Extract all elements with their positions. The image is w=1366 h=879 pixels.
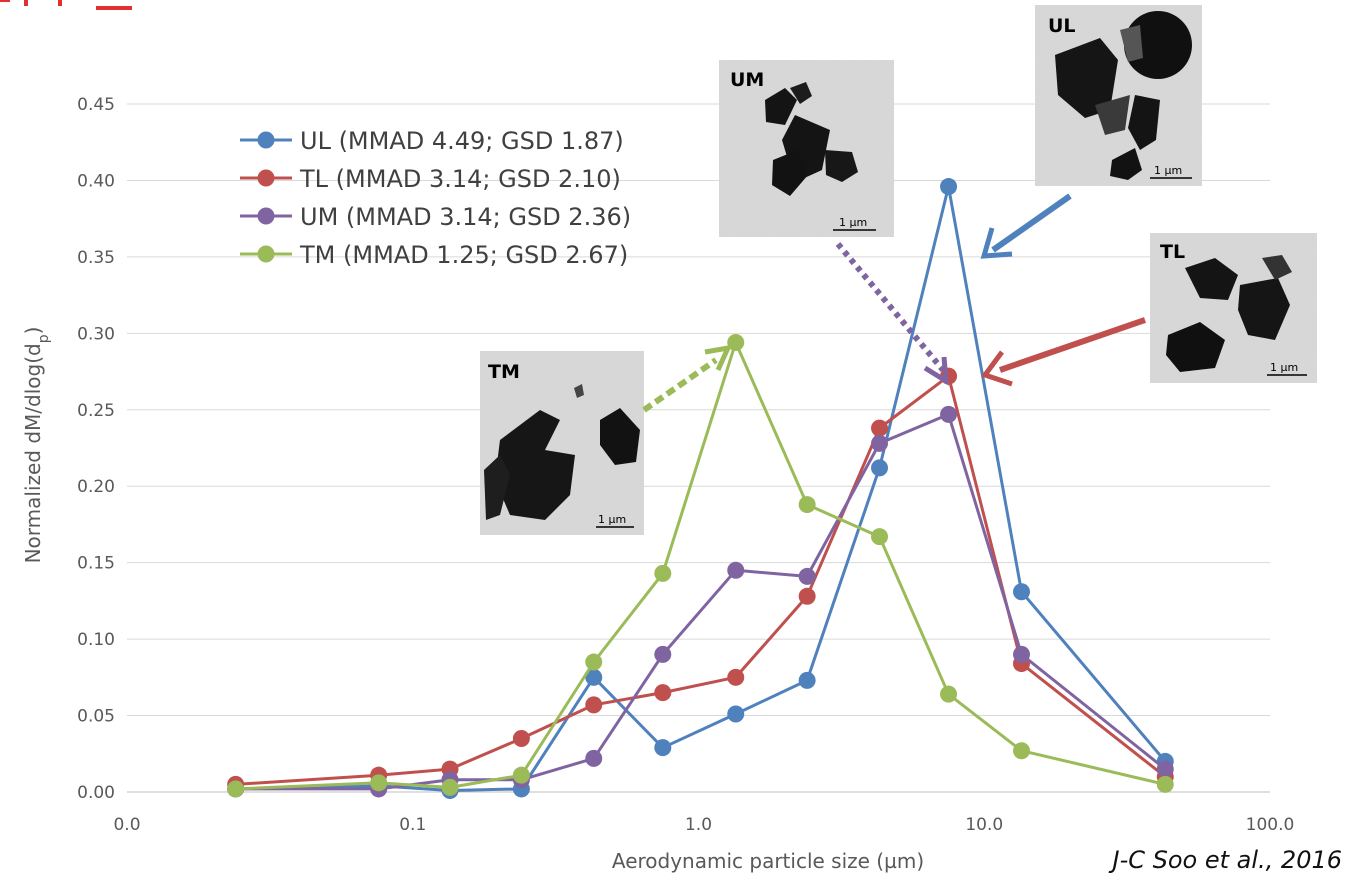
y-tick-label: 0.20 [77, 477, 115, 497]
tem-image-um: UM 1 µm [719, 60, 894, 237]
legend-marker [257, 131, 275, 149]
legend-marker [257, 169, 275, 187]
data-point [441, 778, 459, 796]
pointer-arrows [642, 193, 1146, 413]
y-tick-label: 0.05 [77, 707, 115, 727]
scale-bar-tl: 1 µm [1270, 361, 1298, 374]
data-point [1012, 583, 1030, 601]
legend-marker [257, 207, 275, 225]
data-point [727, 334, 745, 352]
x-tick-label: 100.0 [1246, 815, 1295, 835]
x-tick-label: 0.1 [399, 815, 426, 835]
series-line [235, 185, 1167, 792]
gridlines [127, 103, 1270, 793]
citation: J-C Soo et al., 2016 [1109, 846, 1343, 874]
data-point [940, 685, 958, 703]
data-point [798, 671, 816, 689]
tem-label-um: UM [730, 69, 764, 91]
data-point [940, 405, 958, 423]
data-point [871, 434, 889, 452]
x-tick-label: 10.0 [965, 815, 1003, 835]
data-point [654, 645, 672, 663]
data-point [798, 587, 816, 605]
y-tick-label: 0.45 [77, 95, 115, 115]
arrow-ul [991, 193, 1072, 253]
data-point [1156, 760, 1174, 778]
y-tick-label: 0.35 [77, 248, 115, 268]
series-3 [227, 334, 1174, 798]
data-point [585, 749, 603, 767]
data-point [1156, 775, 1174, 793]
arrow-tm [642, 357, 718, 413]
data-point [654, 684, 672, 702]
y-axis-ticks: 0.00 0.05 0.10 0.15 0.20 0.25 0.30 0.35 0.40 0.45 [77, 95, 115, 803]
x-tick-label: 0.0 [113, 815, 140, 835]
data-point [1012, 742, 1030, 760]
data-point [654, 564, 672, 582]
scale-bar-tm: 1 µm [598, 513, 626, 526]
scale-bar-um: 1 µm [839, 216, 867, 229]
data-point [727, 561, 745, 579]
legend-entry-label: UM (MMAD 3.14; GSD 2.36) [300, 203, 631, 231]
data-point [227, 780, 245, 798]
tem-image-ul: UL 1 µm [1035, 5, 1202, 186]
y-tick-label: 0.30 [77, 324, 115, 344]
data-point [727, 668, 745, 686]
data-point [370, 774, 388, 792]
legend-marker [257, 245, 275, 263]
data-point [654, 739, 672, 757]
y-axis-title-sub: p [36, 334, 52, 343]
legend-entry-label: UL (MMAD 4.49; GSD 1.87) [300, 127, 624, 155]
tem-image-tm: TM 1 µm [480, 351, 644, 535]
legend: UL (MMAD 4.49; GSD 1.87) TL (MMAD 3.14; G… [240, 127, 631, 269]
legend-entry-label: TL (MMAD 3.14; GSD 2.10) [299, 165, 621, 193]
y-tick-label: 0.25 [77, 401, 115, 421]
x-axis-title: Aerodynamic particle size (µm) [612, 849, 924, 873]
y-axis-title-main: Normalized dM/dlog(d [21, 343, 45, 563]
x-tick-label: 1.0 [685, 815, 712, 835]
y-axis-title-close: ) [21, 327, 45, 335]
tem-label-ul: UL [1048, 15, 1076, 37]
data-point [871, 419, 889, 437]
data-point [798, 567, 816, 585]
header-remnant [0, 0, 132, 10]
data-point [512, 729, 530, 747]
tem-label-tm: TM [488, 361, 520, 383]
data-point [585, 668, 603, 686]
tem-label-tl: TL [1160, 241, 1185, 263]
y-tick-label: 0.10 [77, 630, 115, 650]
data-point [585, 696, 603, 714]
scale-bar-ul: 1 µm [1154, 164, 1182, 177]
y-tick-label: 0.15 [77, 554, 115, 574]
arrow-um [835, 242, 946, 372]
series-line [235, 412, 1167, 791]
data-point [871, 459, 889, 477]
legend-entry-label: TM (MMAD 1.25; GSD 2.67) [299, 241, 628, 269]
series-0 [227, 178, 1174, 799]
y-axis-title: Normalized dM/dlog(dp) [21, 327, 52, 564]
series-line [235, 341, 1166, 791]
data-point [871, 528, 889, 546]
data-point [585, 653, 603, 671]
arrow-tl [999, 317, 1146, 373]
data-series [227, 178, 1174, 799]
data-point [940, 178, 958, 196]
y-tick-label: 0.40 [77, 171, 115, 191]
data-point [512, 766, 530, 784]
tem-image-tl: TL 1 µm [1150, 233, 1317, 383]
series-line [235, 374, 1167, 786]
data-point [727, 705, 745, 723]
data-point [1012, 645, 1030, 663]
y-tick-label: 0.00 [77, 783, 115, 803]
x-axis-ticks: 0.0 0.1 1.0 10.0 100.0 [113, 815, 1294, 835]
data-point [798, 496, 816, 514]
